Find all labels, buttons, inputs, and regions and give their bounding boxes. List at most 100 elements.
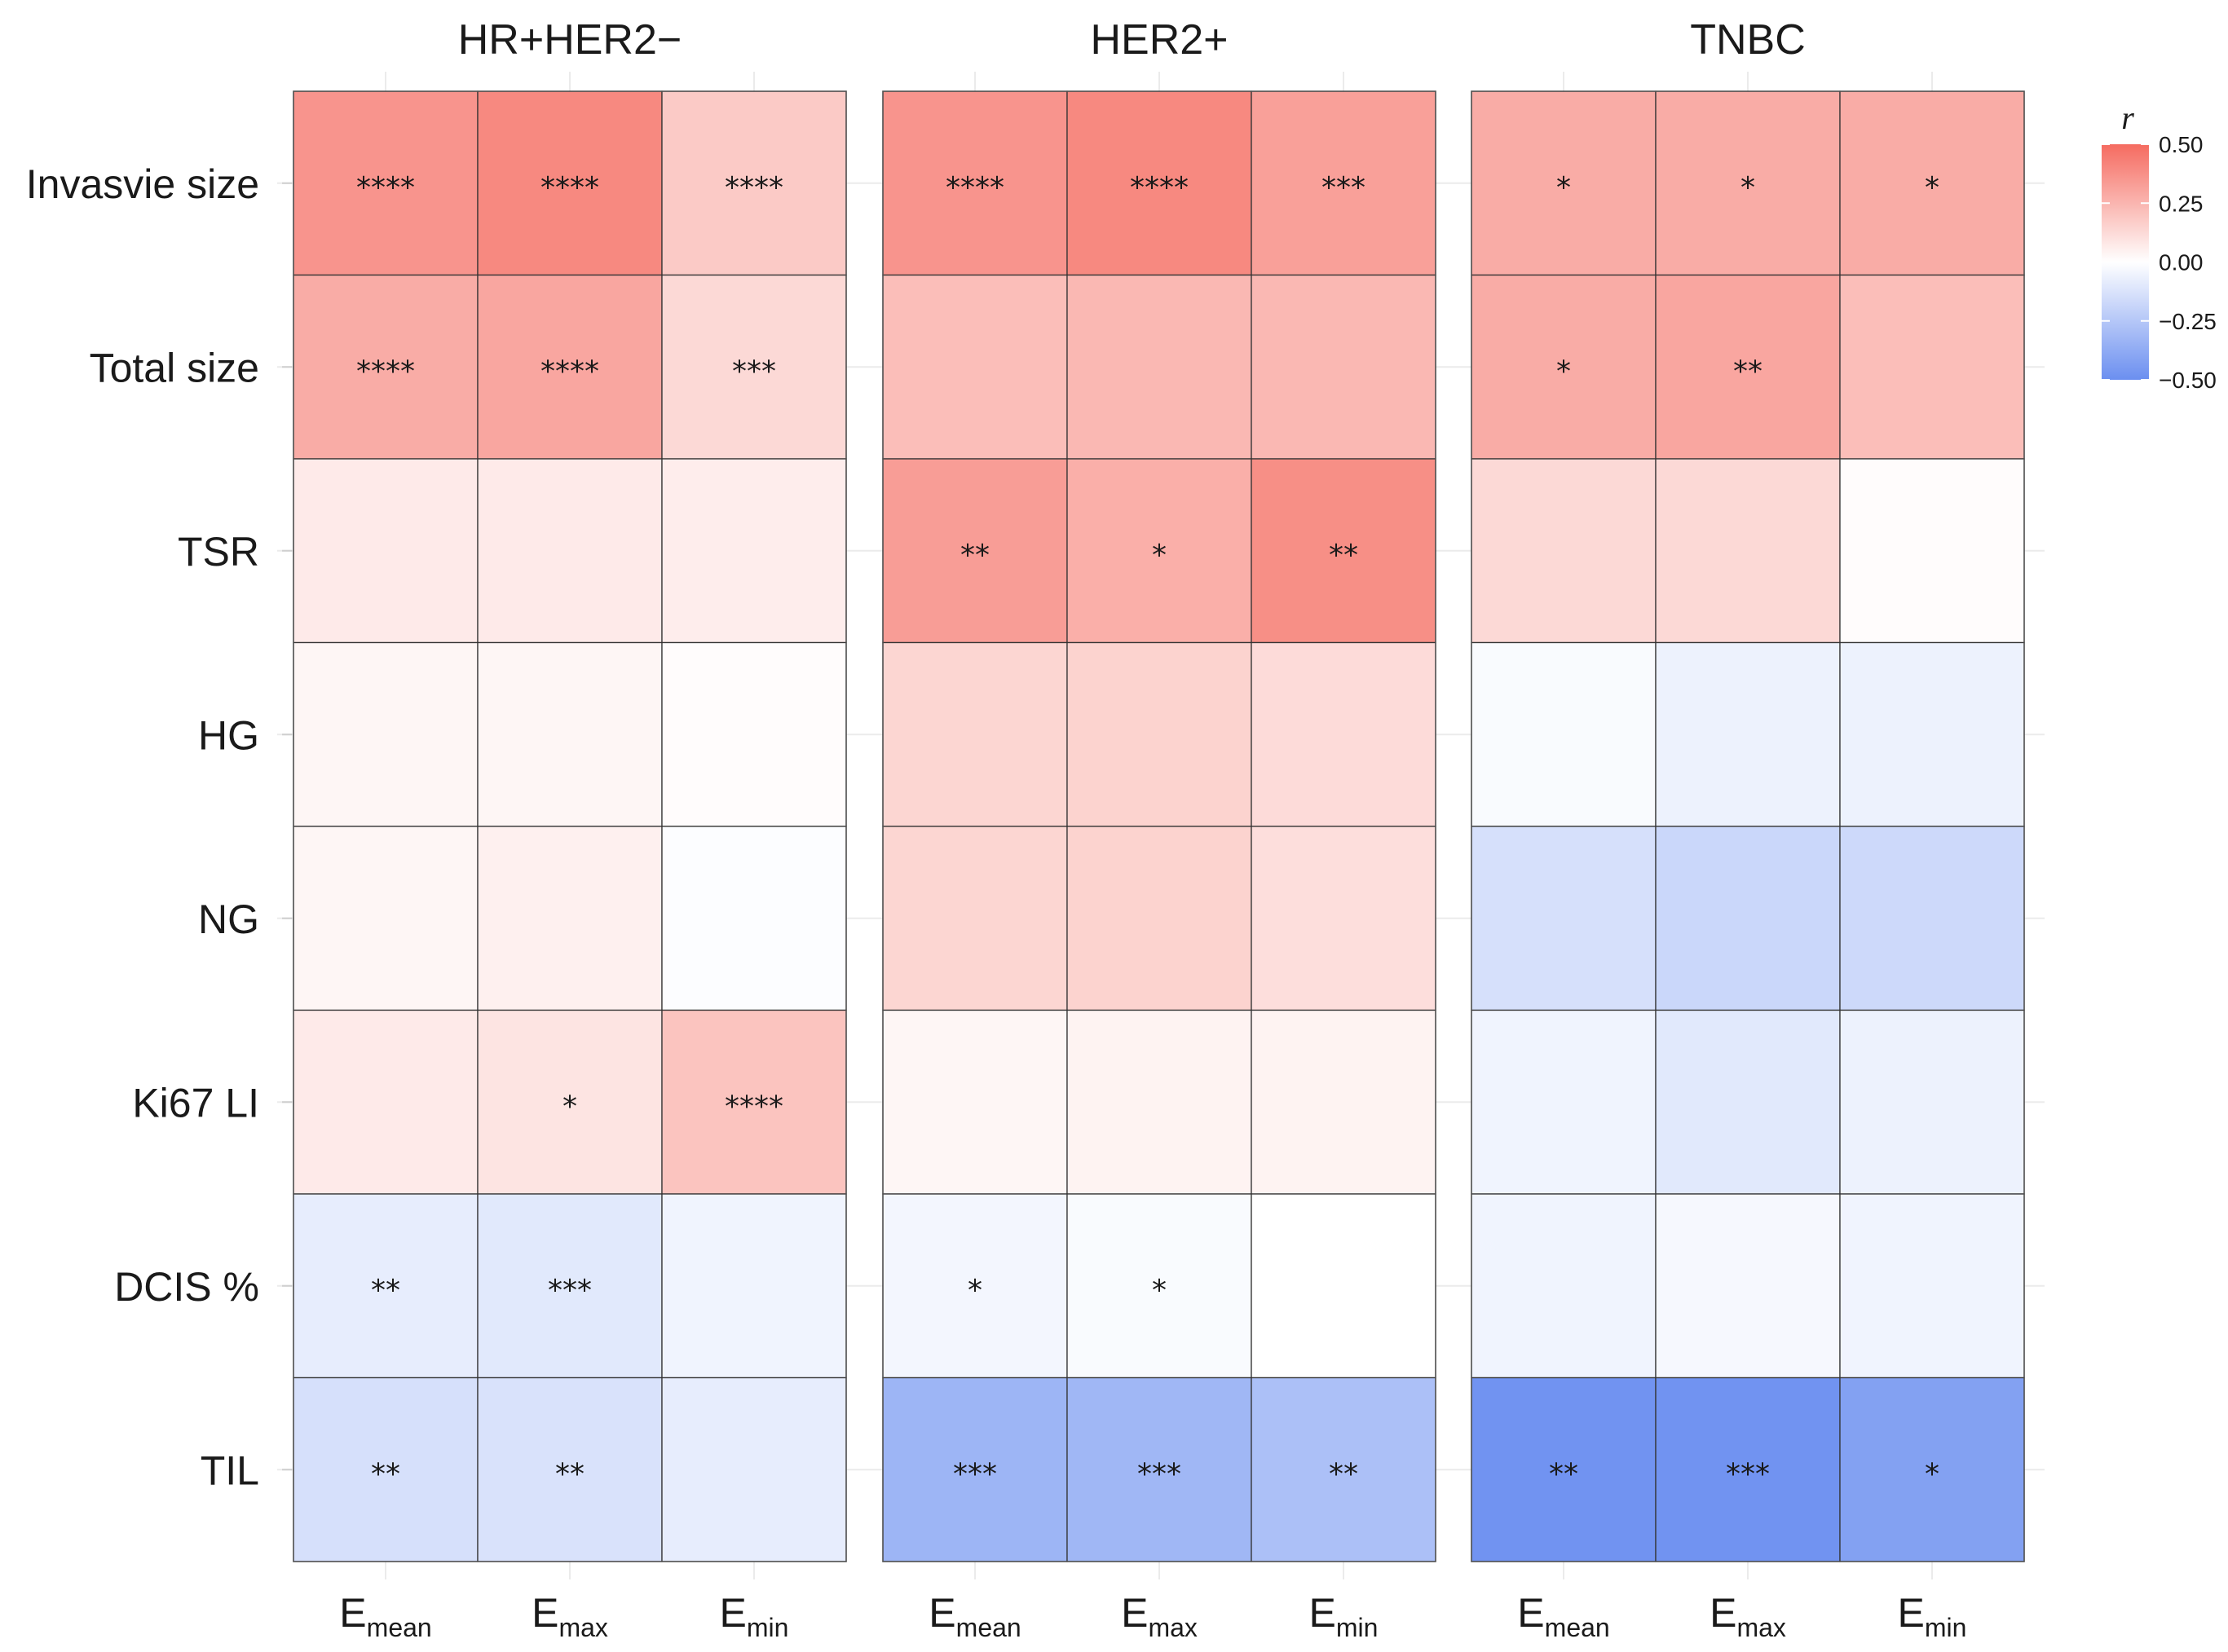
heatmap-cell <box>293 1193 479 1379</box>
heatmap-cell <box>661 274 847 460</box>
y-tick-label: HG <box>198 712 259 758</box>
significance-stars: ** <box>1329 539 1358 572</box>
x-tick-label: Emean <box>1517 1590 1609 1642</box>
significance-stars: **** <box>725 1090 783 1123</box>
heatmap-cell <box>1471 1009 1657 1195</box>
significance-stars: **** <box>356 171 415 205</box>
legend-tick-label: 0.25 <box>2159 191 2204 216</box>
heatmap-cell <box>1655 458 1841 644</box>
panel-title: HER2+ <box>1090 16 1228 64</box>
heatmap-cell <box>1251 458 1436 644</box>
heatmap-cell <box>477 641 663 827</box>
y-tick-label: Total size <box>90 345 259 390</box>
legend-title: r <box>2121 99 2134 136</box>
heatmap-cell <box>1655 1009 1841 1195</box>
heatmap-cell <box>1066 1193 1252 1379</box>
heatmap-cell <box>1251 90 1436 276</box>
significance-stars: ** <box>555 1457 585 1491</box>
heatmap-cell <box>661 641 847 827</box>
heatmap-cell <box>1655 90 1841 276</box>
heatmap-cell <box>1839 1377 2025 1562</box>
heatmap-cell <box>293 641 479 827</box>
heatmap-cell <box>882 274 1068 460</box>
significance-stars: ** <box>1733 355 1763 388</box>
y-tick-label: NG <box>198 896 259 942</box>
significance-stars: **** <box>540 355 599 388</box>
heatmap-cell <box>477 90 663 276</box>
heatmap-cell <box>1251 641 1436 827</box>
panel-title: HR+HER2− <box>458 16 682 64</box>
heatmap-cell <box>1471 826 1657 1011</box>
significance-stars: * <box>1152 1274 1167 1307</box>
significance-stars: **** <box>946 171 1004 205</box>
heatmap-cell <box>1251 1377 1436 1562</box>
heatmap-cell <box>293 826 479 1011</box>
significance-stars: * <box>1925 1457 1939 1491</box>
y-tick-label: DCIS % <box>114 1264 259 1310</box>
significance-stars: * <box>1556 171 1571 205</box>
significance-stars: *** <box>953 1457 997 1491</box>
heatmap-cell <box>1251 826 1436 1011</box>
heatmap-cell <box>293 458 479 644</box>
heatmap-cell <box>1066 641 1252 827</box>
heatmap-cell <box>661 826 847 1011</box>
heatmap-cell <box>477 274 663 460</box>
heatmap-cell <box>1471 458 1657 644</box>
significance-stars: ** <box>1549 1457 1578 1491</box>
heatmap-cell <box>477 458 663 644</box>
significance-stars: **** <box>1130 171 1189 205</box>
significance-stars: ** <box>371 1274 400 1307</box>
heatmap-cell <box>1066 826 1252 1011</box>
y-tick-label: Ki67 LI <box>132 1080 259 1126</box>
significance-stars: *** <box>1137 1457 1181 1491</box>
heatmap-cell <box>1251 1009 1436 1195</box>
significance-stars: * <box>968 1274 982 1307</box>
significance-stars: ** <box>371 1457 400 1491</box>
heatmap-cell <box>293 1009 479 1195</box>
heatmap-cell <box>477 1377 663 1562</box>
heatmap-cells <box>293 90 2025 1562</box>
heatmap-cell <box>882 641 1068 827</box>
heatmap-cell <box>1839 826 2025 1011</box>
heatmap-cell <box>477 1193 663 1379</box>
heatmap-cell <box>882 1009 1068 1195</box>
heatmap-cell <box>1655 641 1841 827</box>
heatmap-cell <box>661 1009 847 1195</box>
heatmap-cell <box>1655 826 1841 1011</box>
heatmap-cell <box>1066 90 1252 276</box>
heatmap-cell <box>1839 1193 2025 1379</box>
legend-tick-label: −0.25 <box>2159 309 2217 334</box>
significance-stars: *** <box>1321 171 1365 205</box>
heatmap-cell <box>293 1377 479 1562</box>
significance-stars: * <box>1556 355 1571 388</box>
heatmap-cell <box>1839 90 2025 276</box>
significance-stars: **** <box>540 171 599 205</box>
heatmap-cell <box>882 826 1068 1011</box>
heatmap-cell <box>882 90 1068 276</box>
heatmap-cell <box>882 1193 1068 1379</box>
heatmap-cell <box>1655 1377 1841 1562</box>
x-tick-label: Emax <box>1121 1590 1198 1642</box>
heatmap-cell <box>1839 1009 2025 1195</box>
legend-tick-label: −0.50 <box>2159 368 2217 393</box>
x-tick-label: Emax <box>1710 1590 1786 1642</box>
significance-stars: * <box>1740 171 1755 205</box>
significance-stars: * <box>1925 171 1939 205</box>
heatmap-cell <box>1066 458 1252 644</box>
heatmap-cell <box>1471 1377 1657 1562</box>
heatmap-cell <box>1471 1193 1657 1379</box>
x-tick-label: Emin <box>720 1590 789 1642</box>
significance-stars: *** <box>732 355 776 388</box>
heatmap-cell <box>661 1377 847 1562</box>
heatmap-cell <box>477 826 663 1011</box>
legend-tick-label: 0.50 <box>2159 132 2204 157</box>
heatmap-cell <box>661 1193 847 1379</box>
x-tick-label: Emean <box>339 1590 431 1642</box>
heatmap-cell <box>882 1377 1068 1562</box>
panel-border <box>882 90 1436 1562</box>
heatmap-cell <box>1655 274 1841 460</box>
x-tick-label: Emin <box>1898 1590 1967 1642</box>
y-tick-label: Invasvie size <box>26 161 259 207</box>
significance-stars: ** <box>960 539 990 572</box>
